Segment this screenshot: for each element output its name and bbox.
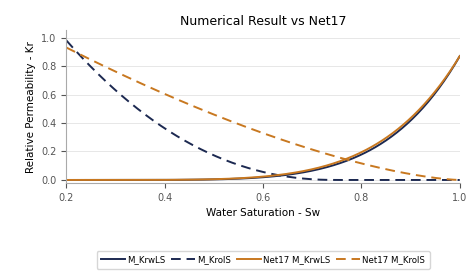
Title: Numerical Result vs Net17: Numerical Result vs Net17 [180,15,346,28]
X-axis label: Water Saturation - Sw: Water Saturation - Sw [206,208,320,218]
Legend: M_KrwLS, M_KrolS, Net17 M_KrwLS, Net17 M_KrolS: M_KrwLS, M_KrolS, Net17 M_KrwLS, Net17 M… [97,251,429,269]
Y-axis label: Relative Permeability - Kr: Relative Permeability - Kr [26,41,36,173]
